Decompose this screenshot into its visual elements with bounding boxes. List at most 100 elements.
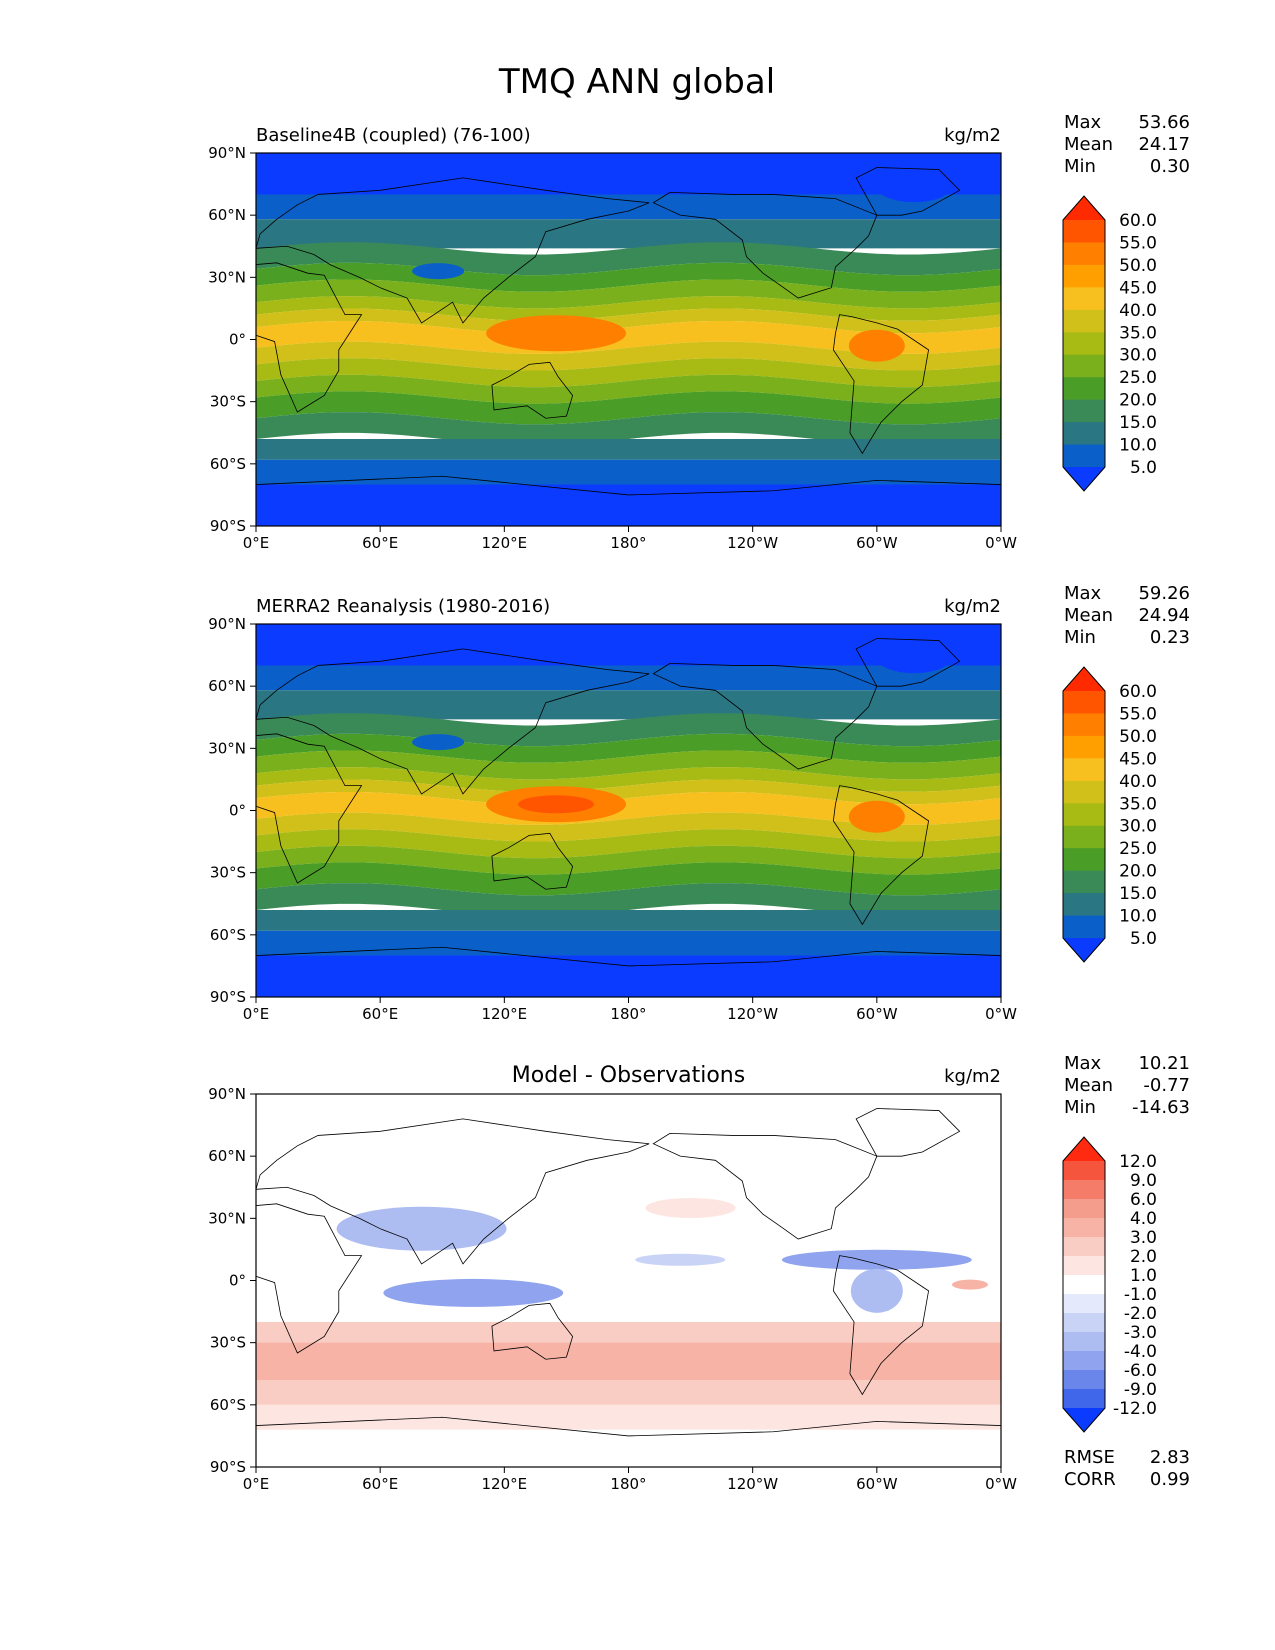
y-tick-label: 90°S [210,517,246,535]
coastline [256,262,363,413]
coastline [256,648,650,795]
x-tick-label: 0°W [985,1475,1017,1493]
colorbar-outline [1062,195,1106,492]
diff-pacific-dry [635,1253,726,1266]
colorbar-segment [1063,735,1105,759]
panel-units: kg/m2 [944,125,1001,146]
contour-band [256,750,1001,780]
stat-label-min: Min [1064,156,1096,177]
coastline [491,832,574,890]
colorbar-label: 3.0 [1130,1228,1157,1248]
contour-band [256,624,1001,666]
colorbar-segment [1063,1332,1105,1352]
colorbar: 12.09.06.04.03.02.01.0-1.0-2.0-3.0-4.0-6… [1062,1136,1157,1433]
diff-npac-moist [645,1197,736,1218]
coastline [491,1302,574,1360]
amazon-moist [848,329,905,362]
colorbar-segment [1063,803,1105,827]
colorbar-label: 50.0 [1119,256,1157,276]
contour-band [256,930,1001,956]
coastline [256,177,650,324]
y-tick-label: 60°N [208,1147,246,1165]
colorbar-label: 12.0 [1119,1152,1157,1172]
greenland-dry [876,641,953,674]
colorbar-label: 60.0 [1119,682,1157,702]
colorbar-label: 25.0 [1119,839,1157,859]
coastline [256,946,1001,997]
colorbar-extend-max [1063,196,1105,220]
stat-value-mean: 24.17 [1138,134,1190,155]
colorbar-segment [1063,713,1105,737]
x-tick-label: 120°E [482,1005,528,1023]
colorbar-label: 9.0 [1130,1171,1157,1191]
colorbar-extend-max [1063,1137,1105,1161]
colorbar-label: -6.0 [1124,1361,1157,1381]
colorbar-segment [1063,422,1105,446]
colorbar-label: 40.0 [1119,772,1157,792]
panel-title: Model - Observations [512,1063,745,1088]
coastline [256,475,1001,526]
y-tick-label: 90°S [210,1458,246,1476]
x-tick-label: 60°W [856,1005,898,1023]
colorbar-label: -12.0 [1113,1399,1157,1419]
coastline [491,361,574,419]
colorbar-segment [1063,691,1105,714]
contour-band [256,374,1001,404]
colorbar-segment [1063,758,1105,782]
contour-band [256,296,1001,321]
y-tick-label: 60°N [208,206,246,224]
diff-asia-dry [336,1206,507,1251]
colorbar-label: 60.0 [1119,211,1157,231]
stat-value-mean: 24.94 [1138,605,1190,626]
panel-units: kg/m2 [944,596,1001,617]
colorbar-outline [1062,1136,1106,1433]
colorbar-segment [1063,1218,1105,1238]
stat-value-rmse: 2.83 [1150,1447,1190,1468]
coastline [256,1416,1001,1467]
contour-band [256,459,1001,485]
contour-band [256,791,1001,825]
stat-value-max: 59.26 [1138,583,1190,604]
contour-band [256,153,1001,195]
colorbar-segment [1063,399,1105,423]
diff-amazon-dry [850,1268,903,1313]
contour-band [256,829,1001,859]
panel-units: kg/m2 [944,1066,1001,1087]
colorbar-segment [1063,287,1105,311]
contour-band [256,812,1001,842]
coastline [652,191,878,299]
contour-band [256,767,1001,792]
colorbar-label: 45.0 [1119,749,1157,769]
colorbar-label: 35.0 [1119,323,1157,343]
colorbar: 60.055.0 50.045.0 40.035.0 30.025.0 20.015.0… [1062,666,1157,963]
diff-south-band-strong [256,1342,1001,1380]
colorbar-label: 15.0 [1119,884,1157,904]
x-tick-label: 120°W [727,534,778,552]
contour-band [256,391,1001,425]
colorbar-label: 5.0 [1130,458,1157,478]
colorbar-label: 1.0 [1130,1266,1157,1286]
diff-atl-moist [951,1279,988,1290]
colorbar-segment [1063,870,1105,894]
stat-label-rmse: RMSE [1064,1447,1115,1468]
diff-itcz-dry [781,1249,972,1270]
panel-title: MERRA2 Reanalysis (1980-2016) [256,596,550,617]
coastline [256,1203,363,1354]
y-tick-label: 30°N [208,1209,246,1227]
colorbar-extend-max [1063,667,1105,691]
contour-band [256,690,1001,720]
x-tick-label: 0°E [243,534,270,552]
stat-label-min: Min [1064,1097,1096,1118]
colorbar-segment [1063,309,1105,333]
y-tick-label: 0° [229,1272,246,1290]
colorbar-segment [1063,1294,1105,1314]
colorbar-segment [1063,377,1105,401]
y-tick-label: 30°S [210,864,246,882]
colorbar-segment [1063,264,1105,288]
panel-3: 0°E 60°E 120°E 180° 120°W 60°W 0°W 90°N 60°N 30°N… [208,1053,1190,1493]
map-field [256,1094,1001,1467]
map-field [256,153,1001,526]
stat-value-max: 10.21 [1138,1053,1190,1074]
y-tick-label: 90°N [208,144,246,162]
